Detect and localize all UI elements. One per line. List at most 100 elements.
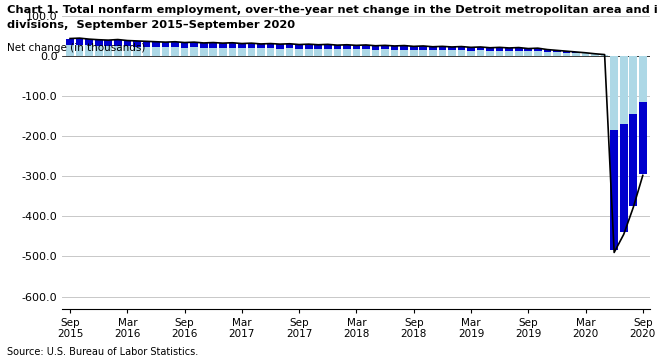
- Bar: [429, 47, 437, 50]
- Bar: [543, 49, 551, 52]
- Bar: [95, 46, 102, 56]
- Bar: [639, 102, 646, 174]
- Bar: [104, 46, 112, 56]
- Bar: [591, 54, 599, 56]
- Bar: [362, 45, 370, 49]
- Bar: [95, 40, 102, 46]
- Bar: [343, 49, 351, 56]
- Bar: [362, 49, 370, 56]
- Bar: [410, 50, 417, 56]
- Bar: [210, 43, 217, 48]
- Bar: [562, 51, 570, 53]
- Bar: [267, 44, 275, 48]
- Text: divisions,  September 2015–September 2020: divisions, September 2015–September 2020: [7, 20, 295, 30]
- Bar: [191, 42, 198, 47]
- Bar: [85, 39, 93, 45]
- Bar: [324, 49, 332, 56]
- Text: Chart 1. Total nonfarm employment, over-the-year net change in the Detroit metro: Chart 1. Total nonfarm employment, over-…: [7, 5, 657, 16]
- Bar: [66, 39, 74, 45]
- Bar: [372, 46, 379, 49]
- Text: Net change (in thousands): Net change (in thousands): [7, 43, 145, 53]
- Bar: [458, 47, 465, 50]
- Bar: [124, 40, 131, 46]
- Text: Source: U.S. Bureau of Labor Statistics.: Source: U.S. Bureau of Labor Statistics.: [7, 347, 198, 357]
- Bar: [219, 48, 227, 56]
- Bar: [124, 46, 131, 56]
- Bar: [257, 48, 265, 56]
- Bar: [496, 47, 503, 51]
- Bar: [104, 40, 112, 46]
- Bar: [620, 124, 627, 232]
- Bar: [543, 52, 551, 56]
- Bar: [143, 47, 150, 56]
- Bar: [572, 53, 579, 56]
- Bar: [639, 56, 646, 102]
- Bar: [229, 48, 236, 56]
- Bar: [200, 43, 208, 48]
- Bar: [315, 49, 322, 56]
- Bar: [267, 48, 275, 56]
- Bar: [381, 49, 389, 56]
- Bar: [276, 49, 284, 56]
- Bar: [620, 56, 627, 124]
- Bar: [438, 50, 446, 56]
- Bar: [562, 53, 570, 56]
- Bar: [171, 47, 179, 56]
- Bar: [448, 47, 456, 51]
- Bar: [133, 47, 141, 56]
- Bar: [305, 49, 313, 56]
- Bar: [114, 45, 122, 56]
- Bar: [296, 49, 303, 56]
- Bar: [515, 48, 522, 51]
- Bar: [191, 47, 198, 56]
- Bar: [248, 48, 255, 56]
- Bar: [152, 42, 160, 47]
- Bar: [610, 56, 618, 130]
- Bar: [257, 44, 265, 48]
- Bar: [553, 52, 560, 56]
- Bar: [410, 46, 417, 50]
- Bar: [248, 43, 255, 48]
- Bar: [276, 44, 284, 49]
- Bar: [334, 45, 341, 49]
- Bar: [600, 55, 608, 56]
- Bar: [477, 47, 484, 51]
- Bar: [286, 48, 294, 56]
- Bar: [438, 46, 446, 50]
- Bar: [505, 51, 513, 56]
- Bar: [238, 48, 246, 56]
- Bar: [391, 50, 398, 56]
- Bar: [524, 49, 532, 51]
- Bar: [85, 45, 93, 56]
- Bar: [610, 130, 618, 251]
- Bar: [114, 40, 122, 45]
- Bar: [152, 47, 160, 56]
- Bar: [296, 44, 303, 49]
- Bar: [219, 43, 227, 48]
- Bar: [467, 51, 475, 56]
- Bar: [629, 114, 637, 206]
- Bar: [162, 42, 170, 47]
- Bar: [305, 44, 313, 49]
- Bar: [372, 49, 379, 56]
- Bar: [486, 51, 494, 56]
- Bar: [181, 48, 189, 56]
- Bar: [324, 44, 332, 49]
- Bar: [76, 45, 83, 56]
- Bar: [534, 48, 541, 51]
- Bar: [343, 45, 351, 49]
- Bar: [419, 50, 427, 56]
- Bar: [486, 48, 494, 51]
- Bar: [315, 45, 322, 49]
- Bar: [162, 47, 170, 56]
- Bar: [210, 48, 217, 56]
- Bar: [238, 44, 246, 48]
- Bar: [629, 56, 637, 114]
- Bar: [66, 45, 74, 56]
- Bar: [286, 44, 294, 48]
- Bar: [534, 51, 541, 56]
- Bar: [458, 50, 465, 56]
- Bar: [429, 50, 437, 56]
- Bar: [143, 42, 150, 47]
- Bar: [353, 45, 360, 49]
